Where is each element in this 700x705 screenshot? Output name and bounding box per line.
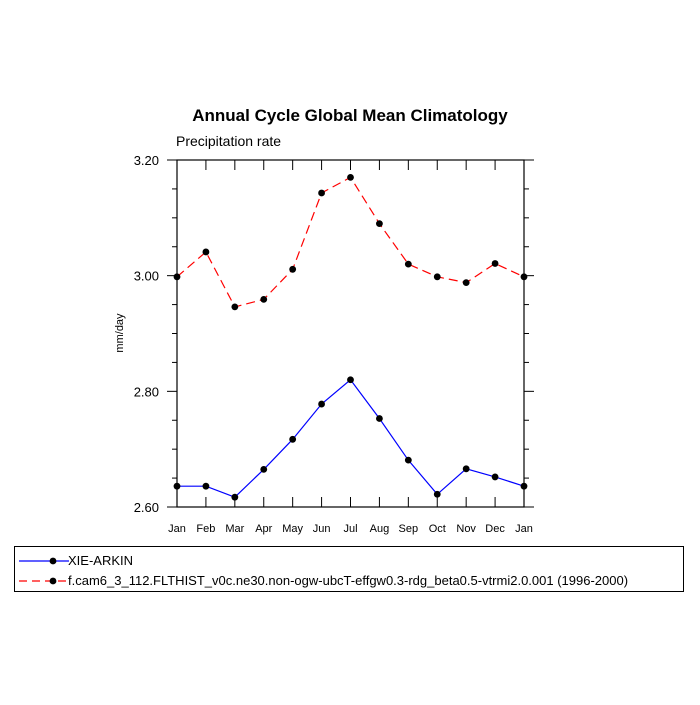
legend-label-0: XIE-ARKIN [68, 553, 134, 568]
data-point [289, 435, 297, 443]
legend-symbol-0 [19, 557, 69, 565]
y-tick-label: 3.00 [134, 269, 159, 284]
legend-item-1: f.cam6_3_112.FLTHIST_v0c.ne30.non-ogw-ub… [15, 571, 683, 591]
data-point [404, 456, 412, 464]
data-point [202, 248, 210, 256]
legend-marker-0 [49, 557, 57, 565]
x-tick-label: Mar [225, 523, 244, 535]
x-tick-label: Sep [399, 523, 419, 535]
x-tick-label: May [282, 523, 303, 535]
legend-symbol-1 [19, 577, 69, 585]
x-tick-label: Feb [196, 523, 215, 535]
data-point [347, 376, 354, 384]
data-point [347, 173, 354, 181]
plot-frame [176, 159, 525, 508]
data-point [231, 303, 239, 311]
data-point [289, 265, 297, 273]
series-line-1 [176, 176, 525, 308]
data-point [462, 465, 470, 473]
data-point [491, 260, 499, 267]
data-point [520, 482, 528, 490]
data-point [433, 490, 441, 498]
data-point [173, 482, 181, 490]
data-point [404, 260, 412, 268]
chart-subtitle: Precipitation rate [176, 133, 281, 149]
data-point [462, 279, 470, 287]
x-tick-label: Jan [515, 523, 533, 535]
data-point [433, 273, 441, 281]
legend: XIE-ARKIN f.cam6_3_112.FLTHIST_v0c.ne30.… [14, 546, 684, 592]
legend-item-0: XIE-ARKIN [15, 551, 683, 571]
y-tick-label: 2.80 [134, 384, 159, 399]
x-tick-label: Jan [168, 523, 186, 535]
legend-label-1: f.cam6_3_112.FLTHIST_v0c.ne30.non-ogw-ub… [68, 573, 629, 588]
x-tick-label: Jul [343, 523, 357, 535]
legend-marker-1 [49, 577, 57, 585]
x-tick-label: Apr [255, 523, 272, 535]
data-point [260, 295, 268, 303]
series-line-0 [177, 378, 525, 498]
data-point [260, 466, 268, 473]
y-axis-label: mm/day [114, 313, 126, 353]
y-tick-label: 2.60 [134, 500, 159, 515]
data-point [318, 400, 325, 408]
y-tick-label: 3.20 [134, 153, 159, 168]
x-tick-label: Dec [485, 523, 505, 535]
data-point [231, 493, 239, 501]
data-point [376, 220, 383, 228]
data-point [491, 473, 499, 481]
x-tick-label: Nov [456, 523, 476, 535]
data-point [376, 415, 383, 422]
data-point [202, 482, 210, 490]
data-point [318, 189, 325, 197]
data-point [173, 273, 181, 281]
chart-title: Annual Cycle Global Mean Climatology [192, 106, 508, 125]
data-point [520, 273, 528, 281]
x-tick-label: Jun [313, 523, 331, 535]
x-tick-label: Aug [370, 523, 390, 535]
x-tick-label: Oct [429, 523, 446, 535]
